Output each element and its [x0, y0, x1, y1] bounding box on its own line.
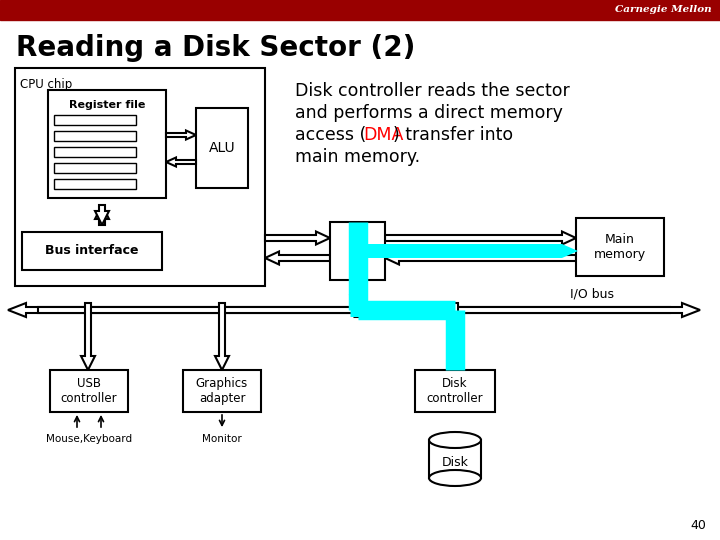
Bar — [48, 90, 166, 198]
Text: Bus interface: Bus interface — [45, 245, 139, 258]
Bar — [330, 222, 385, 280]
Ellipse shape — [429, 470, 481, 486]
Polygon shape — [166, 158, 196, 166]
Bar — [415, 370, 495, 412]
Text: Disk controller reads the sector: Disk controller reads the sector — [295, 82, 570, 100]
Bar — [22, 232, 162, 270]
Text: DMA: DMA — [363, 126, 403, 144]
Polygon shape — [385, 232, 576, 245]
Text: Disk
controller: Disk controller — [427, 377, 483, 405]
Polygon shape — [358, 244, 578, 258]
Polygon shape — [448, 303, 462, 370]
Text: Register file: Register file — [69, 100, 145, 110]
Polygon shape — [38, 303, 700, 317]
Polygon shape — [81, 303, 95, 370]
Polygon shape — [265, 232, 330, 245]
Bar — [15, 68, 265, 286]
Text: Graphics
adapter: Graphics adapter — [196, 377, 248, 405]
Text: ) transfer into: ) transfer into — [393, 126, 513, 144]
Bar — [54, 179, 136, 189]
Bar — [196, 108, 248, 188]
Polygon shape — [351, 280, 364, 317]
Text: main memory.: main memory. — [295, 148, 420, 166]
Bar — [576, 218, 664, 276]
Polygon shape — [95, 205, 109, 225]
Polygon shape — [265, 252, 330, 265]
Text: Carnegie Mellon: Carnegie Mellon — [616, 5, 712, 15]
Polygon shape — [385, 252, 576, 265]
Bar — [183, 370, 261, 412]
Bar — [429, 440, 481, 478]
Polygon shape — [166, 131, 196, 139]
Bar — [54, 163, 136, 173]
Text: 40: 40 — [690, 519, 706, 532]
Text: and performs a direct memory: and performs a direct memory — [295, 104, 563, 122]
Text: Mouse,Keyboard: Mouse,Keyboard — [46, 434, 132, 444]
Text: I/O bus: I/O bus — [570, 287, 614, 300]
Polygon shape — [8, 303, 670, 317]
Text: ALU: ALU — [209, 141, 235, 155]
Ellipse shape — [429, 432, 481, 448]
Text: access (: access ( — [295, 126, 366, 144]
Bar — [54, 147, 136, 157]
Bar — [50, 370, 128, 412]
Text: USB
controller: USB controller — [60, 377, 117, 405]
Text: CPU chip: CPU chip — [20, 78, 72, 91]
Polygon shape — [95, 205, 109, 225]
Polygon shape — [215, 303, 229, 370]
Bar — [54, 131, 136, 141]
Text: Monitor: Monitor — [202, 434, 242, 444]
Polygon shape — [351, 282, 364, 317]
Text: Reading a Disk Sector (2): Reading a Disk Sector (2) — [16, 34, 415, 62]
Bar — [0, 0, 720, 20]
Bar — [54, 115, 136, 125]
Text: Disk: Disk — [441, 456, 469, 469]
Text: Main
memory: Main memory — [594, 233, 646, 261]
